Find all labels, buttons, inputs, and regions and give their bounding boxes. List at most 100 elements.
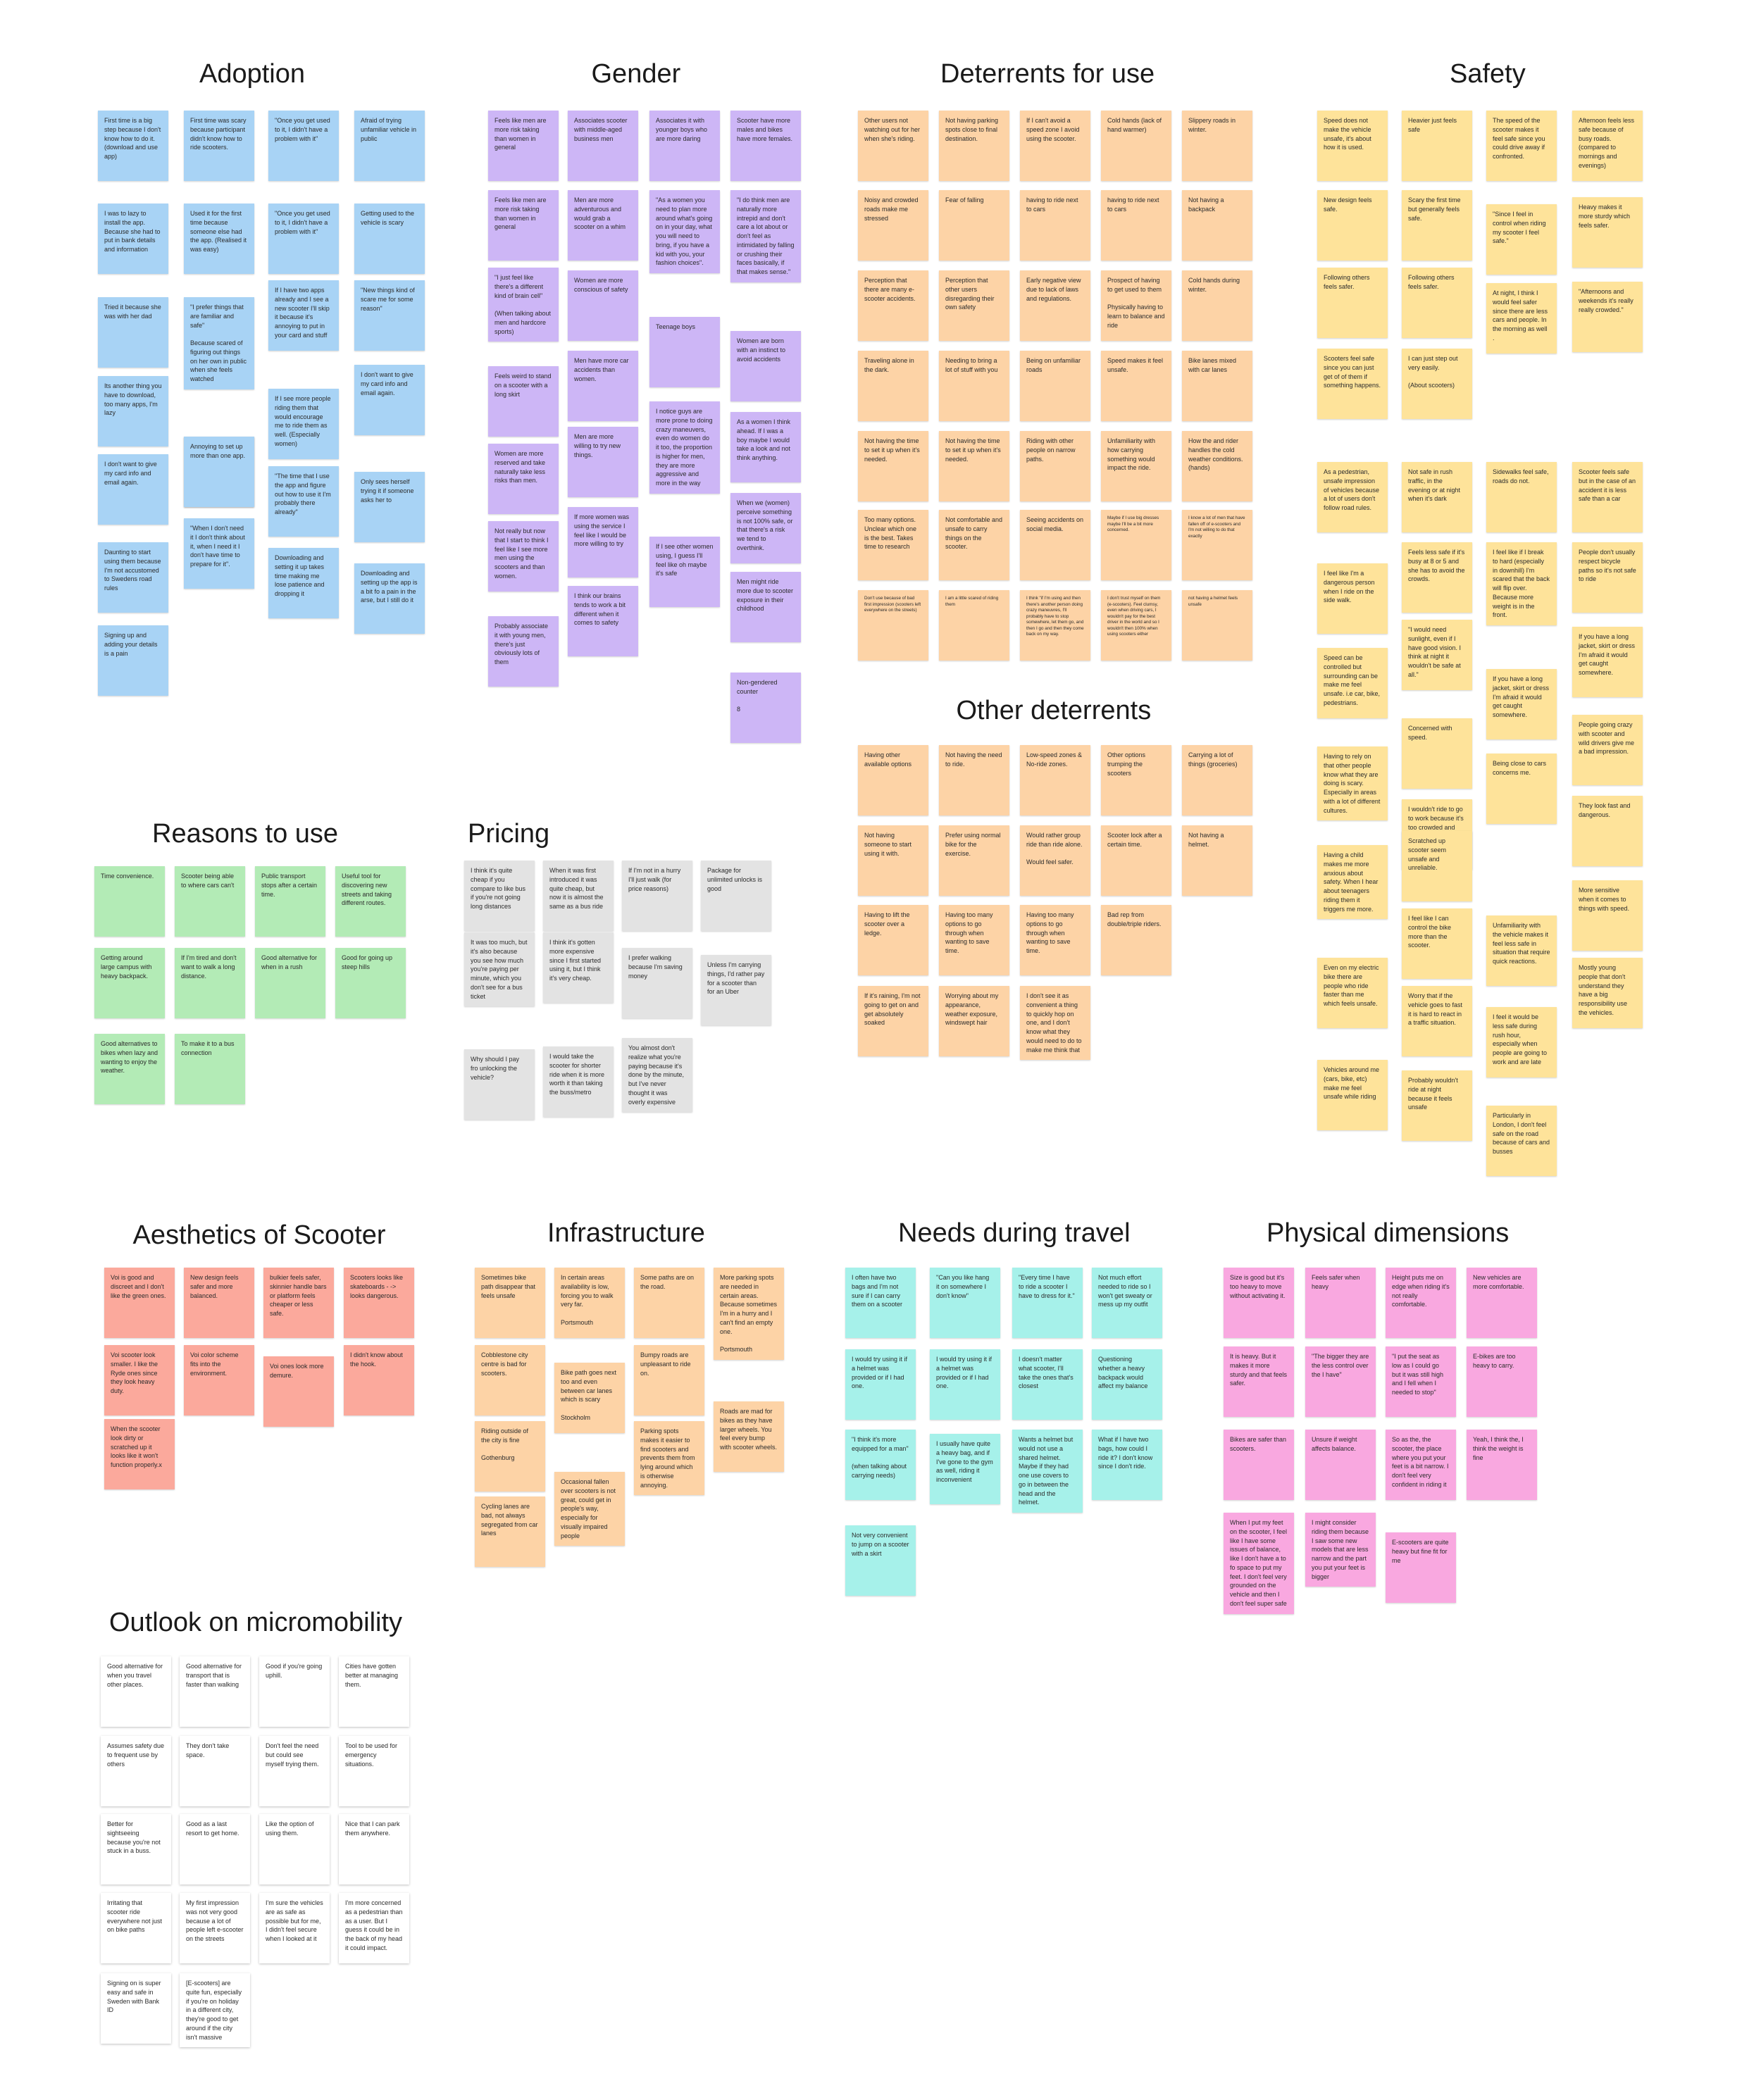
other-deterrents-sticky-note[interactable]: Not having a helmet. (1182, 825, 1252, 896)
physical-dimensions-sticky-note[interactable]: Bikes are safer than scooters. (1224, 1430, 1294, 1500)
physical-dimensions-sticky-note[interactable]: New vehicles are more comfortable. (1467, 1268, 1537, 1338)
aesthetics-of-scooter-sticky-note[interactable]: Voi ones look more demure. (263, 1356, 334, 1427)
deterrents-for-use-sticky-note[interactable]: Traveling alone in the dark. (858, 351, 928, 421)
deterrents-for-use-sticky-note[interactable]: I know a lot of men that have fallen off… (1182, 510, 1252, 580)
safety-sticky-note[interactable]: People going crazy with scooter and wild… (1572, 715, 1643, 785)
needs-during-travel-sticky-note[interactable]: I doesn't matter what scooter, I'll take… (1012, 1349, 1083, 1420)
safety-sticky-note[interactable]: People don't usually respect bicycle pat… (1572, 542, 1643, 613)
deterrents-for-use-sticky-note[interactable]: Perception that there are many e-scooter… (858, 270, 928, 341)
outlook-on-micromobility-sticky-note[interactable]: Nice that I can park them anywhere. (339, 1814, 409, 1885)
safety-sticky-note[interactable]: "Since I feel in control when riding my … (1486, 204, 1557, 275)
adoption-sticky-note[interactable]: If I see more people riding them that wo… (268, 389, 339, 459)
adoption-sticky-note[interactable]: Afraid of trying unfamiliar vehicle in p… (354, 111, 425, 181)
other-deterrents-sticky-note[interactable]: Carrying a lot of things (groceries) (1182, 745, 1252, 815)
outlook-on-micromobility-sticky-note[interactable]: Good alternative for when you travel oth… (101, 1656, 171, 1727)
deterrents-for-use-sticky-note[interactable]: I don't trust myself on them (e-scooters… (1101, 590, 1171, 661)
needs-during-travel-sticky-note[interactable]: I would try using it if a helmet was pro… (930, 1349, 1000, 1420)
safety-sticky-note[interactable]: Scooters feel safe since you can just ge… (1317, 349, 1388, 419)
adoption-sticky-note[interactable]: Tried it because she was with her dad (98, 297, 168, 368)
deterrents-for-use-sticky-note[interactable]: Not having a backpack (1182, 190, 1252, 261)
deterrents-for-use-sticky-note[interactable]: having to ride next to cars (1101, 190, 1171, 261)
adoption-sticky-note[interactable]: Downloading and setting up the app is a … (354, 563, 425, 634)
aesthetics-of-scooter-sticky-note[interactable]: New design feels safer and more balanced… (184, 1268, 254, 1338)
adoption-sticky-note[interactable]: "Once you get used to it, I didn't have … (268, 204, 339, 274)
other-deterrents-sticky-note[interactable]: If it's raining, I'm not going to get on… (858, 986, 928, 1056)
aesthetics-of-scooter-sticky-note[interactable]: Voi scooter look smaller. I like the Ryd… (104, 1345, 175, 1415)
safety-sticky-note[interactable]: Afternoon feels less safe because of bus… (1572, 111, 1643, 181)
adoption-sticky-note[interactable]: I don't want to give my card info and em… (98, 454, 168, 525)
safety-sticky-note[interactable]: Following others feels safer. (1317, 268, 1388, 338)
safety-sticky-note[interactable]: Vehicles around me (cars, bike, etc) mak… (1317, 1060, 1388, 1130)
infrastructure-sticky-note[interactable]: More parking spots are needed in certain… (714, 1268, 784, 1360)
needs-during-travel-sticky-note[interactable]: I would try using it if a helmet was pro… (845, 1349, 916, 1420)
safety-sticky-note[interactable]: I feel like I can control the bike more … (1402, 908, 1472, 979)
deterrents-for-use-sticky-note[interactable]: Unfamiliarity with how carrying somethin… (1101, 431, 1171, 501)
gender-sticky-note[interactable]: As a women I think ahead. If I was a boy… (730, 412, 801, 482)
infrastructure-sticky-note[interactable]: Roads are mad for bikes as they have lar… (714, 1401, 784, 1472)
deterrents-for-use-sticky-note[interactable]: If I can't avoid a speed zone I avoid us… (1020, 111, 1090, 181)
outlook-on-micromobility-sticky-note[interactable]: Tool to be used for emergency situations… (339, 1736, 409, 1806)
aesthetics-of-scooter-sticky-note[interactable]: When the scooter look dirty or scratched… (104, 1419, 175, 1489)
safety-sticky-note[interactable]: Scary the first time but generally feels… (1402, 190, 1472, 261)
pricing-sticky-note[interactable]: Unless I'm carrying things, I'd rather p… (701, 955, 771, 1025)
adoption-sticky-note[interactable]: Annoying to set up more than one app. (184, 437, 254, 507)
gender-sticky-note[interactable]: Non-gendered counter 8 (730, 673, 801, 743)
gender-sticky-note[interactable]: "I just feel like there's a different ki… (488, 268, 559, 342)
pricing-sticky-note[interactable]: It was too much, but it's also because y… (464, 932, 535, 1007)
deterrents-for-use-sticky-note[interactable]: Early negative view due to lack of laws … (1020, 270, 1090, 341)
outlook-on-micromobility-sticky-note[interactable]: Irritating that scooter ride everywhere … (101, 1893, 171, 1963)
needs-during-travel-sticky-note[interactable]: "I think it's more equipped for a man" (… (845, 1430, 916, 1500)
safety-sticky-note[interactable]: I feel like I'm a dangerous person when … (1317, 563, 1388, 634)
safety-sticky-note[interactable]: Mostly young people that don't understan… (1572, 958, 1643, 1028)
deterrents-for-use-sticky-note[interactable]: Not comfortable and unsafe to carry thin… (939, 510, 1009, 580)
deterrents-for-use-sticky-note[interactable]: Not having parking spots close to final … (939, 111, 1009, 181)
reasons-to-use-sticky-note[interactable]: Useful tool for discovering new streets … (335, 866, 406, 937)
safety-sticky-note[interactable]: Having to rely on that other people know… (1317, 746, 1388, 821)
infrastructure-sticky-note[interactable]: Some paths are on the road. (634, 1268, 704, 1338)
safety-sticky-note[interactable]: Being close to cars concerns me. (1486, 754, 1557, 824)
deterrents-for-use-sticky-note[interactable]: Slippery roads in winter. (1182, 111, 1252, 181)
infrastructure-sticky-note[interactable]: Bike path goes next too and even between… (554, 1363, 625, 1433)
physical-dimensions-sticky-note[interactable]: E-scooters are quite heavy but fine fit … (1386, 1532, 1456, 1603)
safety-sticky-note[interactable]: Speed can be controlled but surrounding … (1317, 648, 1388, 718)
deterrents-for-use-sticky-note[interactable]: Maybe if I use big dresses maybe I'll be… (1101, 510, 1171, 580)
aesthetics-of-scooter-sticky-note[interactable]: bulkier feels safer, skinnier handle bar… (263, 1268, 334, 1338)
reasons-to-use-sticky-note[interactable]: Time convenience. (94, 866, 165, 937)
other-deterrents-sticky-note[interactable]: Other options trumping the scooters (1101, 745, 1171, 815)
outlook-on-micromobility-sticky-note[interactable]: [E-scooters] are quite fun, especially i… (180, 1973, 250, 2048)
physical-dimensions-sticky-note[interactable]: Unsure if weight affects balance. (1305, 1430, 1376, 1500)
other-deterrents-sticky-note[interactable]: Worrying about my appearance, weather ex… (939, 986, 1009, 1056)
safety-sticky-note[interactable]: Heavy makes it more sturdy which feels s… (1572, 197, 1643, 268)
deterrents-for-use-sticky-note[interactable]: Cold hands (lack of hand warmer) (1101, 111, 1171, 181)
physical-dimensions-sticky-note[interactable]: When I put my feet on the scooter, I fee… (1224, 1513, 1294, 1614)
needs-during-travel-sticky-note[interactable]: Not much effort needed to ride so I won'… (1092, 1268, 1162, 1338)
adoption-sticky-note[interactable]: I was to lazy to install the app. Becaus… (98, 204, 168, 274)
gender-sticky-note[interactable]: Feels weird to stand on a scooter with a… (488, 366, 559, 437)
physical-dimensions-sticky-note[interactable]: Size is good but it's too heavy to move … (1224, 1268, 1294, 1338)
physical-dimensions-sticky-note[interactable]: "The bigger they are the less control ov… (1305, 1346, 1376, 1417)
aesthetics-of-scooter-sticky-note[interactable]: Voi color scheme fits into the environme… (184, 1345, 254, 1415)
infrastructure-sticky-note[interactable]: Riding outside of the city is fine Gothe… (475, 1421, 545, 1492)
safety-sticky-note[interactable]: New design feels safe. (1317, 190, 1388, 261)
adoption-sticky-note[interactable]: First time was scary because participant… (184, 111, 254, 181)
outlook-on-micromobility-sticky-note[interactable]: My first impression was not very good be… (180, 1893, 250, 1963)
infrastructure-sticky-note[interactable]: In certain areas availability is low, fo… (554, 1268, 625, 1338)
adoption-sticky-note[interactable]: Its another thing you have to download, … (98, 376, 168, 446)
other-deterrents-sticky-note[interactable]: I don't see it as convenient a thing to … (1020, 986, 1090, 1061)
needs-during-travel-sticky-note[interactable]: Not very convenient to jump on a scooter… (845, 1525, 916, 1596)
reasons-to-use-sticky-note[interactable]: Scooter being able to where cars can't (175, 866, 245, 937)
outlook-on-micromobility-sticky-note[interactable]: Cities have gotten better at managing th… (339, 1656, 409, 1727)
safety-sticky-note[interactable]: Scratched up scooter seem unsafe and unr… (1402, 831, 1472, 901)
other-deterrents-sticky-note[interactable]: Low-speed zones & No-ride zones. (1020, 745, 1090, 815)
safety-sticky-note[interactable]: Unfamiliarity with the vehicle makes it … (1486, 915, 1557, 986)
gender-sticky-note[interactable]: "I do think men are naturally more intre… (730, 190, 801, 282)
safety-sticky-note[interactable]: As a pedestrian, unsafe impression of ve… (1317, 462, 1388, 532)
infrastructure-sticky-note[interactable]: Sometimes bike path disappear that feels… (475, 1268, 545, 1338)
reasons-to-use-sticky-note[interactable]: Getting around large campus with heavy b… (94, 948, 165, 1018)
reasons-to-use-sticky-note[interactable]: Good alternative for when in a rush (255, 948, 325, 1018)
deterrents-for-use-sticky-note[interactable]: I think "if I'm using and then there's a… (1020, 590, 1090, 661)
safety-sticky-note[interactable]: At night, I think I would feel safer sin… (1486, 283, 1557, 354)
adoption-sticky-note[interactable]: "When I don't need it I don't think abou… (184, 518, 254, 589)
other-deterrents-sticky-note[interactable]: Having too many options to go through wh… (1020, 905, 1090, 975)
deterrents-for-use-sticky-note[interactable]: Perception that other users disregarding… (939, 270, 1009, 341)
